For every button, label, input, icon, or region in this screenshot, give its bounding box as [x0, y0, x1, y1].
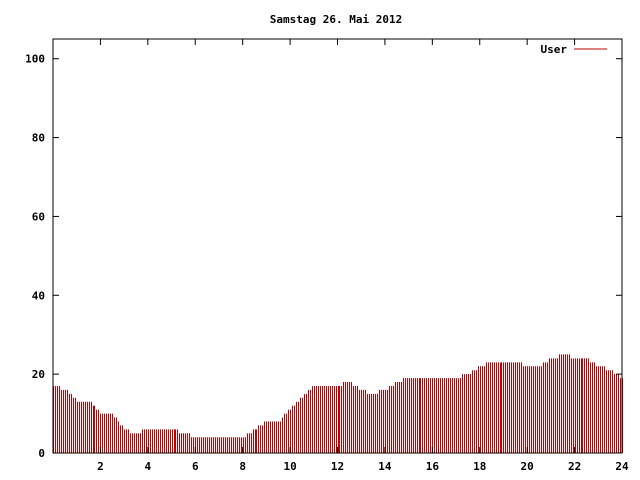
y-tick-label: 40 — [32, 289, 45, 302]
y-tick-label: 0 — [38, 447, 45, 460]
bar-series — [53, 354, 623, 453]
y-tick-label: 80 — [32, 132, 45, 145]
legend: User — [541, 43, 607, 56]
x-tick-label: 10 — [283, 460, 296, 473]
x-tick-label: 8 — [239, 460, 246, 473]
x-tick-label: 2 — [97, 460, 104, 473]
y-tick-label: 100 — [25, 53, 45, 66]
x-tick-label: 24 — [615, 460, 629, 473]
chart-title: Samstag 26. Mai 2012 — [270, 13, 402, 26]
x-tick-label: 16 — [426, 460, 440, 473]
x-tick-label: 6 — [192, 460, 199, 473]
x-tick-label: 12 — [331, 460, 344, 473]
legend-label-user: User — [541, 43, 568, 56]
y-tick-label: 20 — [32, 368, 45, 381]
x-tick-label: 4 — [145, 460, 152, 473]
y-tick-label: 60 — [32, 210, 45, 223]
x-tick-label: 22 — [568, 460, 581, 473]
x-tick-label: 18 — [473, 460, 486, 473]
x-tick-label: 14 — [378, 460, 392, 473]
x-tick-label: 20 — [521, 460, 534, 473]
